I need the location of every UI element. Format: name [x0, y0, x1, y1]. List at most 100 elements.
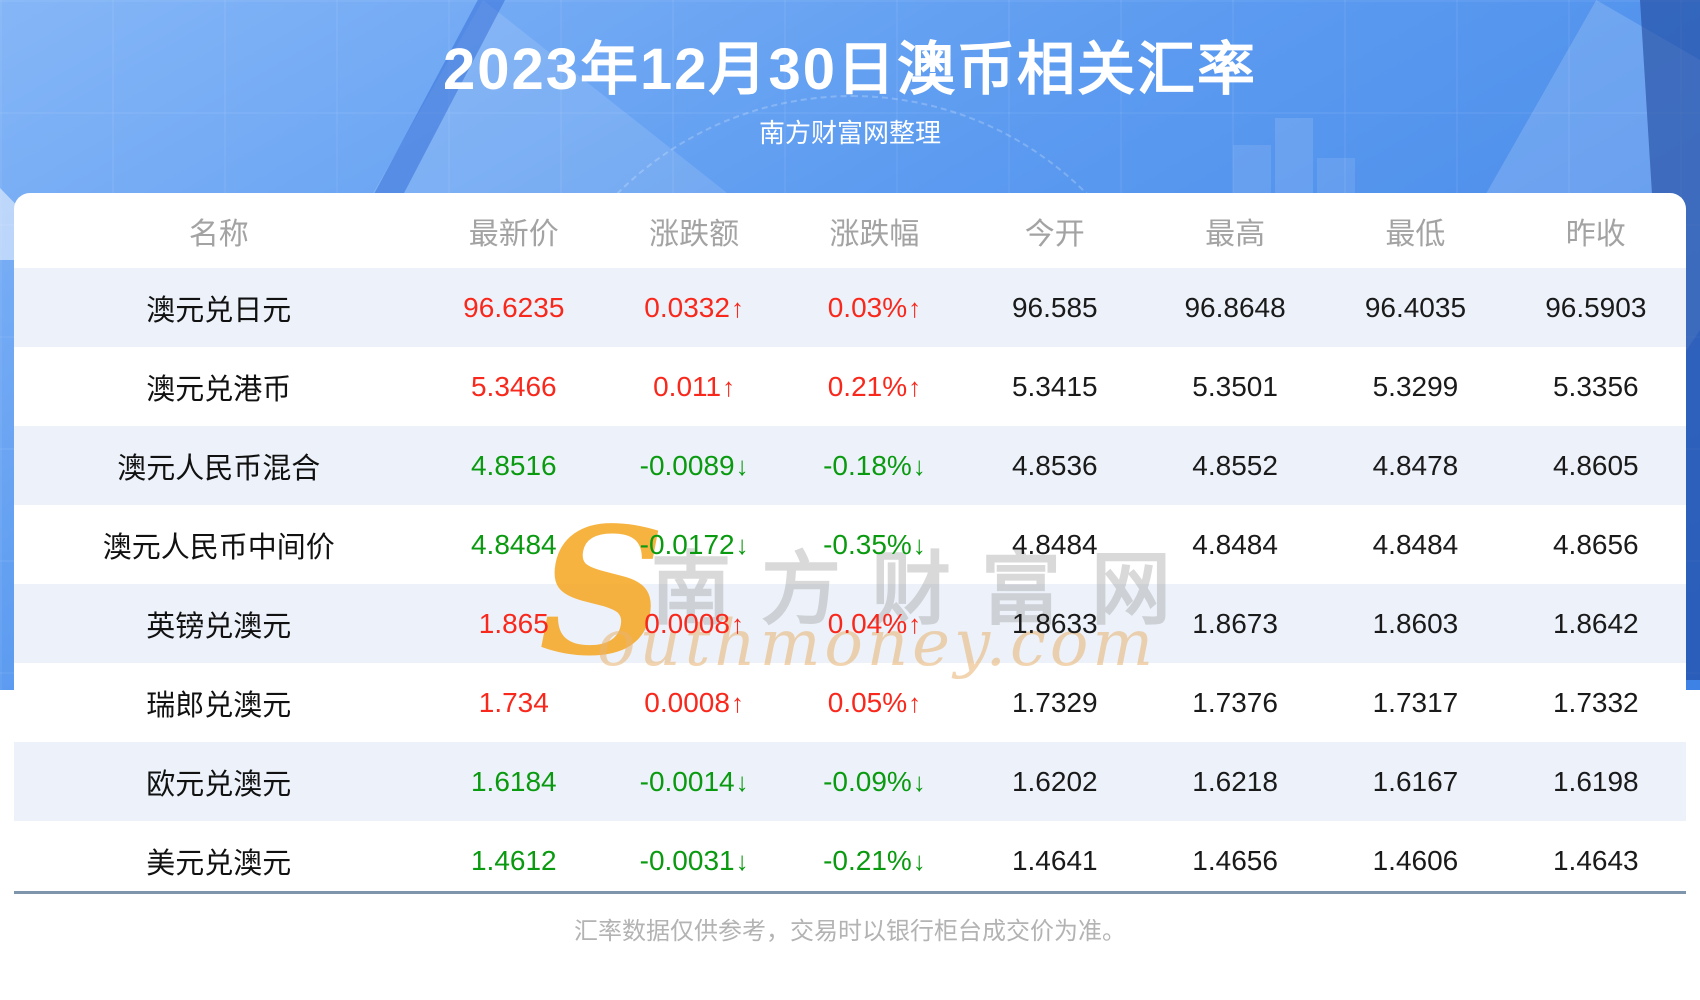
change-amount-cell: -0.0089↓	[639, 449, 749, 481]
high-cell: 4.8484	[1192, 528, 1278, 560]
rates-card: 名称 最新价 涨跌额 涨跌幅 今开 最高 最低 昨收 澳元兑日元 96.6235…	[14, 193, 1686, 1000]
low-cell: 4.8478	[1372, 449, 1459, 481]
low-cell: 1.8603	[1372, 607, 1459, 639]
prev-close-cell: 5.3356	[1552, 370, 1639, 402]
low-cell: 1.4606	[1372, 844, 1459, 876]
latest-price-cell: 4.8484	[470, 528, 557, 560]
high-cell: 96.8648	[1184, 291, 1286, 323]
change-amount-cell: 0.0332↑	[644, 291, 744, 323]
table-row: 澳元兑港币 5.3466 0.011↑ 0.21%↑ 5.3415 5.3501…	[14, 347, 1686, 426]
trend-arrow-icon: ↑	[722, 371, 736, 402]
change-percent-cell: -0.18%↓	[823, 449, 926, 481]
prev-close-cell: 1.4643	[1552, 844, 1639, 876]
column-header-prev-close: 昨收	[1565, 217, 1626, 251]
prev-close-cell: 4.8656	[1552, 528, 1639, 560]
trend-arrow-icon: ↓	[912, 766, 926, 797]
pair-name-cell: 澳元人民币混合	[117, 452, 321, 485]
page-subtitle: 南方财富网整理	[758, 118, 941, 148]
change-percent-cell: -0.09%↓	[823, 765, 926, 797]
low-cell: 1.7317	[1372, 686, 1459, 718]
trend-arrow-icon: ↑	[730, 687, 744, 718]
column-header-high: 最高	[1205, 217, 1266, 251]
change-percent-cell: 0.03%↑	[827, 291, 922, 323]
latest-price-cell: 5.3466	[470, 370, 557, 402]
column-header-low: 最低	[1385, 217, 1446, 251]
trend-arrow-icon: ↑	[730, 608, 744, 639]
pair-name-cell: 澳元人民币中间价	[102, 531, 335, 564]
trend-arrow-icon: ↓	[735, 529, 749, 560]
prev-close-cell: 4.8605	[1552, 449, 1639, 481]
table-header-row: 名称 最新价 涨跌额 涨跌幅 今开 最高 最低 昨收	[14, 193, 1686, 268]
open-cell: 96.585	[1011, 291, 1098, 323]
table-row: 英镑兑澳元 1.865 0.0008↑ 0.04%↑ 1.8633 1.8673…	[14, 584, 1686, 663]
table-row: 澳元人民币中间价 4.8484 -0.0172↓ -0.35%↓ 4.8484 …	[14, 505, 1686, 584]
latest-price-cell: 96.6235	[463, 291, 565, 323]
change-percent-cell: 0.05%↑	[827, 686, 922, 718]
trend-arrow-icon: ↓	[912, 845, 926, 876]
trend-arrow-icon: ↑	[908, 371, 922, 402]
trend-arrow-icon: ↓	[735, 845, 749, 876]
change-amount-cell: -0.0014↓	[639, 765, 749, 797]
rates-table-body: 澳元兑日元 96.6235 0.0332↑ 0.03%↑ 96.585 96.8…	[14, 268, 1686, 900]
open-cell: 1.7329	[1011, 686, 1098, 718]
change-percent-cell: -0.21%↓	[823, 844, 926, 876]
footer-divider	[14, 891, 1686, 894]
low-cell: 4.8484	[1372, 528, 1459, 560]
change-amount-cell: 0.0008↑	[644, 607, 744, 639]
pair-name-cell: 瑞郎兑澳元	[146, 689, 292, 722]
change-percent-cell: -0.35%↓	[823, 528, 926, 560]
latest-price-cell: 1.734	[478, 686, 549, 718]
latest-price-cell: 4.8516	[470, 449, 557, 481]
pair-name-cell: 美元兑澳元	[146, 847, 292, 880]
column-header-change: 涨跌额	[649, 217, 740, 251]
change-percent-cell: 0.04%↑	[827, 607, 922, 639]
change-amount-cell: 0.0008↑	[644, 686, 744, 718]
trend-arrow-icon: ↑	[908, 687, 922, 718]
trend-arrow-icon: ↑	[908, 292, 922, 323]
trend-arrow-icon: ↓	[912, 529, 926, 560]
high-cell: 4.8552	[1192, 449, 1278, 481]
high-cell: 1.6218	[1192, 765, 1278, 797]
open-cell: 4.8536	[1011, 449, 1098, 481]
page-title: 2023年12月30日澳币相关汇率	[442, 37, 1258, 102]
low-cell: 5.3299	[1372, 370, 1459, 402]
column-header-latest: 最新价	[468, 217, 559, 251]
high-cell: 1.8673	[1192, 607, 1278, 639]
open-cell: 1.4641	[1011, 844, 1098, 876]
change-percent-cell: 0.21%↑	[827, 370, 922, 402]
open-cell: 5.3415	[1011, 370, 1098, 402]
latest-price-cell: 1.6184	[470, 765, 557, 797]
bar-chart-decoration	[1275, 118, 1313, 205]
trend-arrow-icon: ↑	[908, 608, 922, 639]
high-cell: 1.7376	[1192, 686, 1278, 718]
high-cell: 5.3501	[1192, 370, 1278, 402]
open-cell: 1.8633	[1011, 607, 1098, 639]
prev-close-cell: 1.6198	[1552, 765, 1639, 797]
pair-name-cell: 澳元兑港币	[146, 373, 292, 406]
change-amount-cell: 0.011↑	[653, 370, 736, 402]
pair-name-cell: 英镑兑澳元	[146, 610, 292, 643]
trend-arrow-icon: ↓	[735, 450, 749, 481]
change-amount-cell: -0.0172↓	[639, 528, 749, 560]
latest-price-cell: 1.865	[478, 607, 549, 639]
high-cell: 1.4656	[1192, 844, 1278, 876]
rates-table: 名称 最新价 涨跌额 涨跌幅 今开 最高 最低 昨收 澳元兑日元 96.6235…	[14, 193, 1686, 900]
pair-name-cell: 欧元兑澳元	[146, 768, 292, 801]
table-row: 瑞郎兑澳元 1.734 0.0008↑ 0.05%↑ 1.7329 1.7376…	[14, 663, 1686, 742]
table-row: 美元兑澳元 1.4612 -0.0031↓ -0.21%↓ 1.4641 1.4…	[14, 821, 1686, 900]
table-row: 澳元兑日元 96.6235 0.0332↑ 0.03%↑ 96.585 96.8…	[14, 268, 1686, 347]
open-cell: 1.6202	[1011, 765, 1098, 797]
prev-close-cell: 1.7332	[1552, 686, 1639, 718]
trend-arrow-icon: ↓	[735, 766, 749, 797]
table-row: 欧元兑澳元 1.6184 -0.0014↓ -0.09%↓ 1.6202 1.6…	[14, 742, 1686, 821]
trend-arrow-icon: ↑	[730, 292, 744, 323]
prev-close-cell: 96.5903	[1545, 291, 1647, 323]
prev-close-cell: 1.8642	[1552, 607, 1639, 639]
pair-name-cell: 澳元兑日元	[146, 294, 292, 327]
latest-price-cell: 1.4612	[470, 844, 557, 876]
trend-arrow-icon: ↓	[912, 450, 926, 481]
low-cell: 96.4035	[1364, 291, 1467, 323]
table-row: 澳元人民币混合 4.8516 -0.0089↓ -0.18%↓ 4.8536 4…	[14, 426, 1686, 505]
disclaimer-text: 汇率数据仅供参考，交易时以银行柜台成交价为准。	[574, 918, 1126, 945]
column-header-change-pct: 涨跌幅	[829, 217, 920, 251]
